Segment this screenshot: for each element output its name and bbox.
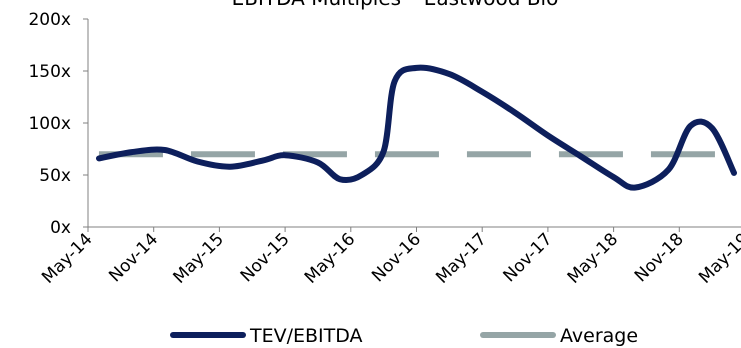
- x-tick-label: May-14: [38, 229, 96, 287]
- x-tick-label: May-15: [170, 229, 228, 287]
- y-tick-label: 0x: [50, 218, 71, 238]
- legend-label-average: Average: [560, 325, 638, 347]
- y-tick-label: 200x: [28, 10, 71, 30]
- x-tick-label: Nov-15: [237, 229, 294, 286]
- x-tick-label: May-18: [564, 229, 622, 287]
- x-tick-label: May-16: [301, 229, 359, 287]
- chart-title: EBITDA Multiples – Eastwood Bio: [232, 0, 559, 10]
- x-tick-label: May-19: [695, 229, 741, 287]
- y-tick-labels: 0x 50x 100x 150x 200x: [28, 10, 71, 238]
- axes: [83, 18, 741, 232]
- x-tick-label: Nov-18: [631, 229, 688, 286]
- y-tick-label: 150x: [28, 62, 71, 82]
- x-tick-label: Nov-14: [105, 229, 162, 286]
- x-tick-label: Nov-17: [500, 229, 557, 286]
- y-tick-label: 50x: [39, 166, 71, 186]
- x-tick-label: Nov-16: [368, 229, 425, 286]
- series-line-tev-ebitda: [96, 64, 737, 191]
- legend: TEV/EBITDA Average: [170, 325, 638, 347]
- y-tick-label: 100x: [28, 114, 71, 134]
- x-tick-label: May-17: [432, 229, 490, 287]
- x-tick-labels: May-14 Nov-14 May-15 Nov-15 May-16 Nov-16 May-…: [38, 229, 741, 287]
- legend-label-tev-ebitda: TEV/EBITDA: [249, 325, 363, 347]
- series-layer: [96, 64, 737, 191]
